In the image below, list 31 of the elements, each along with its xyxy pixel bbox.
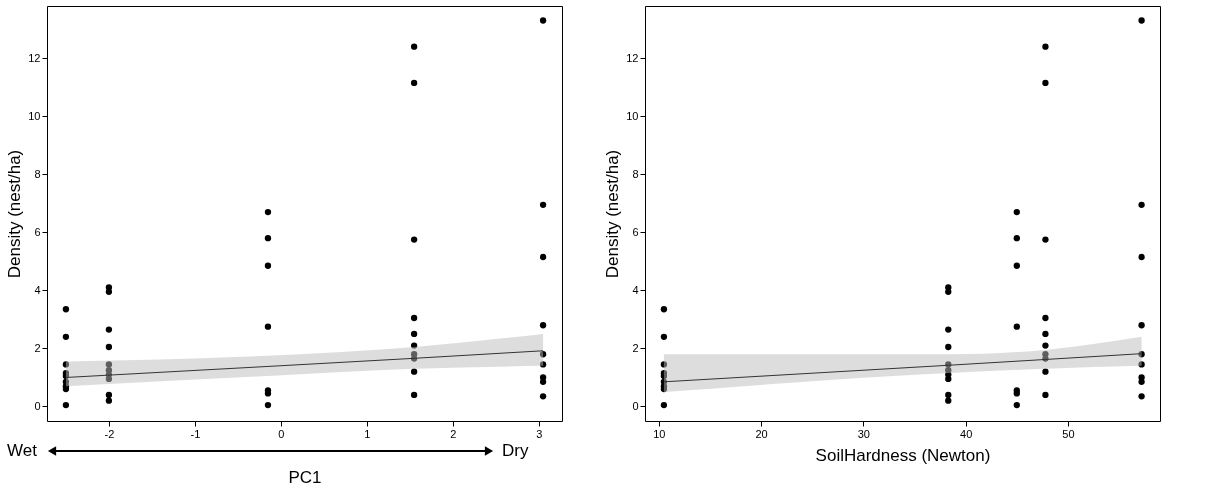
x-tick-label: 20 [755,427,768,440]
y-tick-label: 12 [626,51,639,64]
text: Wet [7,441,38,460]
x-tick-label: -1 [190,427,201,440]
y-axis-title: Density (nest/ha) [603,149,623,279]
x-tick-label: -2 [104,427,115,440]
y-tick-label: 8 [632,167,639,180]
y-tick-label: 4 [34,283,41,296]
y-tick-label: 8 [34,167,41,180]
x-tick-label: 2 [450,427,457,440]
y-tick-label: 6 [34,225,41,238]
y-tick-label: 2 [632,341,639,354]
x-tick-label: 40 [960,427,973,440]
y-tick-label: 0 [632,399,639,412]
x-tick-label: 3 [536,427,543,440]
y-tick-label: 0 [34,399,41,412]
text: Dry [502,441,529,460]
y-tick-label: 12 [28,51,41,64]
x-axis-title: PC1 [288,467,322,487]
y-tick-label: 4 [632,283,639,296]
y-tick-label: 10 [626,109,639,122]
x-axis-title: SoilHardness (Newton) [815,445,991,465]
y-tick-label: 6 [632,225,639,238]
y-axis-title: Density (nest/ha) [5,149,25,279]
x-tick-label: 10 [653,427,666,440]
x-tick-label: 30 [857,427,870,440]
y-tick-label: 10 [28,109,41,122]
x-tick-label: 0 [278,427,285,440]
y-tick-label: 2 [34,341,41,354]
x-tick-label: 50 [1062,427,1075,440]
x-tick-label: 1 [364,427,371,440]
